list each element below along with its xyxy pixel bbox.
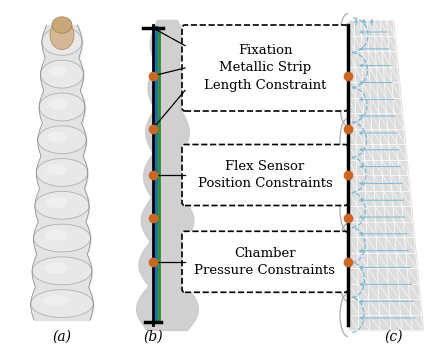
Text: Metallic Strip: Metallic Strip	[219, 62, 311, 75]
Ellipse shape	[47, 131, 67, 142]
Ellipse shape	[46, 197, 68, 208]
Ellipse shape	[49, 66, 66, 77]
Ellipse shape	[36, 159, 88, 187]
Ellipse shape	[45, 230, 68, 241]
Ellipse shape	[30, 290, 93, 317]
Text: Position Constraints: Position Constraints	[198, 177, 332, 190]
Ellipse shape	[43, 295, 68, 306]
FancyBboxPatch shape	[182, 231, 348, 292]
Ellipse shape	[50, 20, 74, 50]
Ellipse shape	[44, 262, 68, 274]
Ellipse shape	[41, 60, 84, 88]
Ellipse shape	[42, 27, 82, 55]
Ellipse shape	[48, 99, 67, 110]
FancyBboxPatch shape	[182, 145, 348, 205]
Ellipse shape	[38, 126, 86, 154]
Text: (a): (a)	[53, 330, 72, 344]
Text: (b): (b)	[143, 330, 163, 344]
Ellipse shape	[50, 33, 66, 44]
Text: Chamber: Chamber	[234, 247, 296, 260]
Ellipse shape	[32, 257, 92, 285]
Ellipse shape	[46, 164, 67, 175]
Ellipse shape	[39, 93, 85, 121]
Ellipse shape	[34, 224, 91, 252]
FancyBboxPatch shape	[182, 25, 348, 111]
Ellipse shape	[52, 17, 72, 33]
Ellipse shape	[35, 191, 89, 219]
Text: Fixation: Fixation	[238, 44, 292, 57]
Text: Length Constraint: Length Constraint	[204, 79, 326, 92]
Text: (c): (c)	[385, 330, 403, 344]
Text: Pressure Constraints: Pressure Constraints	[194, 264, 335, 276]
Text: Flex Sensor: Flex Sensor	[225, 160, 305, 173]
